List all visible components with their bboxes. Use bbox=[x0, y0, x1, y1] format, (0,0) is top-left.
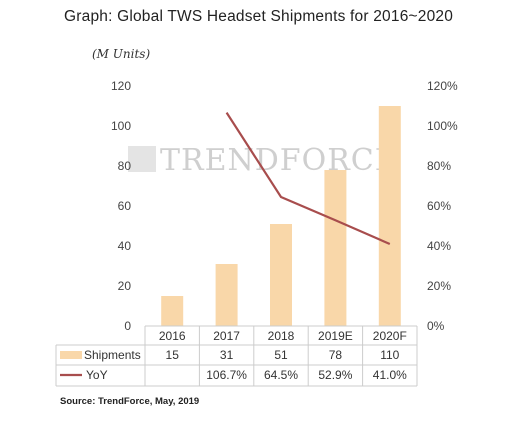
x-category-label: 2019E bbox=[318, 329, 353, 343]
y2-tick-label: 100% bbox=[427, 119, 458, 133]
source-note: Source: TrendForce, May, 2019 bbox=[60, 396, 200, 407]
y-tick-label: 20 bbox=[118, 279, 132, 293]
shipments-value-label: 110 bbox=[380, 348, 399, 362]
y-tick-label: 80 bbox=[118, 159, 132, 173]
x-category-label: 2018 bbox=[268, 329, 295, 343]
watermark-logo-mark bbox=[128, 146, 156, 172]
legend-label-shipments: Shipments bbox=[84, 348, 141, 362]
y2-tick-label: 0% bbox=[427, 319, 445, 333]
yoy-value-label: 64.5% bbox=[264, 368, 298, 382]
yoy-value-label: 41.0% bbox=[373, 368, 407, 382]
watermark-text: TRENDFORCE bbox=[160, 143, 398, 178]
y2-tick-label: 80% bbox=[427, 159, 451, 173]
bar-2019E bbox=[324, 170, 347, 326]
shipments-value-label: 51 bbox=[274, 348, 288, 362]
x-category-label: 2020F bbox=[373, 329, 407, 343]
shipments-value-label: 31 bbox=[220, 348, 234, 362]
yoy-value-label: 106.7% bbox=[206, 368, 247, 382]
right-axis-ticks: 0% 20% 40% 60% 80% 100% 120% bbox=[427, 79, 458, 333]
shipments-value-label: 15 bbox=[166, 348, 180, 362]
chart-title: Graph: Global TWS Headset Shipments for … bbox=[64, 8, 454, 25]
y-tick-label: 100 bbox=[111, 119, 131, 133]
legend-label-yoy: YoY bbox=[86, 368, 108, 382]
y-tick-label: 120 bbox=[111, 79, 131, 93]
y-tick-label: 60 bbox=[118, 199, 132, 213]
y-tick-label: 40 bbox=[118, 239, 132, 253]
bar-2018 bbox=[270, 224, 292, 326]
bar-2016 bbox=[161, 296, 184, 326]
data-table: 2016 2017 2018 2019E 2020F Shipments YoY 15 31 51… bbox=[55, 325, 418, 387]
trendforce-watermark: TRENDFORCE bbox=[128, 143, 398, 178]
left-axis-ticks: 0 20 40 60 80 100 120 bbox=[111, 79, 131, 333]
shipments-value-label: 78 bbox=[329, 348, 343, 362]
shipment-bars bbox=[161, 106, 401, 326]
yoy-value-label: 52.9% bbox=[318, 368, 352, 382]
y2-tick-label: 60% bbox=[427, 199, 451, 213]
y2-tick-label: 120% bbox=[427, 79, 458, 93]
legend-swatch-shipments bbox=[60, 351, 82, 359]
y2-tick-label: 40% bbox=[427, 239, 451, 253]
yoy-line-path bbox=[225, 112, 391, 246]
y2-tick-label: 20% bbox=[427, 279, 451, 293]
bar-2017 bbox=[215, 264, 238, 326]
y-tick-label: 0 bbox=[124, 319, 131, 333]
yoy-line bbox=[225, 112, 391, 246]
x-category-label: 2017 bbox=[213, 329, 240, 343]
bar-2020F bbox=[378, 106, 401, 326]
x-category-label: 2016 bbox=[159, 329, 186, 343]
unit-label: (M Units) bbox=[92, 47, 151, 61]
